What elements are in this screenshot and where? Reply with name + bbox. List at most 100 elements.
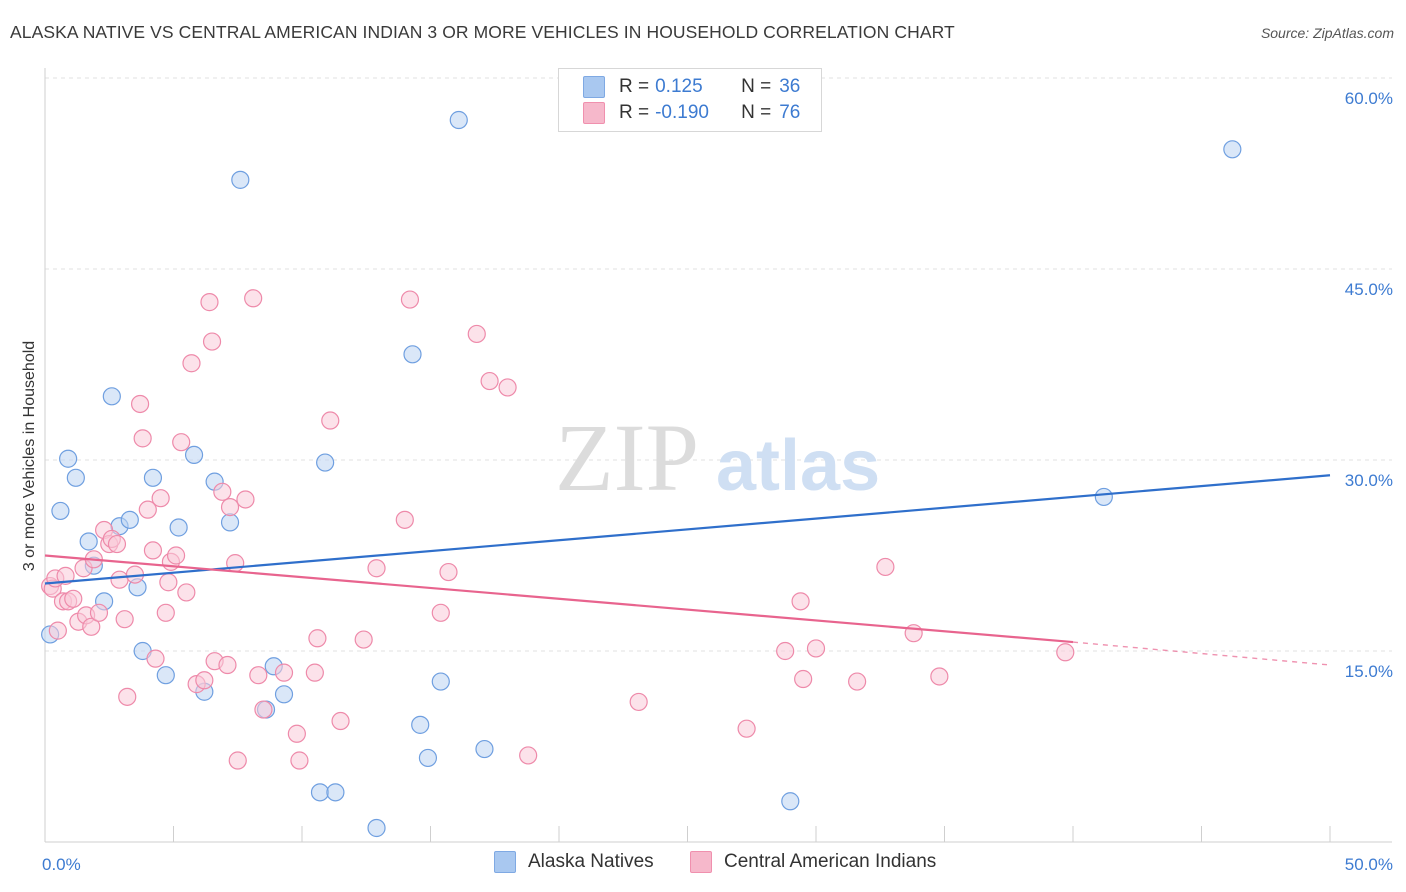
- alaska-native-point: [418, 748, 438, 768]
- central-american-point: [151, 489, 170, 508]
- legend-item-alaska[interactable]: Alaska Natives: [494, 851, 654, 873]
- alaska-native-point: [367, 818, 386, 838]
- central-american-point: [213, 482, 232, 501]
- central-american-point: [400, 290, 420, 309]
- central-american-point: [182, 354, 201, 373]
- central-american-point: [172, 433, 191, 452]
- legend-r-label: R =: [619, 76, 650, 97]
- central-american-point: [236, 490, 255, 509]
- watermark-atlas: atlas: [716, 426, 880, 506]
- central-american-point: [56, 566, 75, 585]
- central-american-trend-extension: [1072, 641, 1331, 666]
- legend-r-value: 0.125: [655, 76, 703, 97]
- legend-swatch-alaska: [583, 76, 605, 98]
- central-american-point: [143, 541, 163, 560]
- central-american-point: [48, 621, 67, 640]
- alaska-native-point: [102, 387, 121, 406]
- central-american-point: [737, 719, 756, 738]
- alaska-native-point: [326, 783, 345, 802]
- central-american-point: [287, 724, 306, 743]
- alaska-native-point: [411, 715, 430, 734]
- alaska-native-point: [1094, 487, 1113, 507]
- central-american-point: [519, 746, 538, 765]
- central-american-point: [321, 411, 340, 430]
- central-american-point: [82, 617, 101, 636]
- central-american-trend-line: [44, 554, 1074, 644]
- central-american-point: [776, 641, 795, 661]
- central-american-point: [498, 378, 517, 397]
- alaska-native-point: [220, 513, 240, 532]
- tick-labels: 15.0% 30.0% 45.0% 60.0% 0.0% 50.0%: [42, 89, 1393, 874]
- central-american-point: [290, 751, 309, 770]
- alaska-native-point: [51, 501, 70, 521]
- axes: [44, 68, 1392, 843]
- legend-n-label: N =: [741, 76, 772, 97]
- central-american-point: [156, 603, 175, 622]
- chart-title: ALASKA NATIVE VS CENTRAL AMERICAN INDIAN…: [10, 22, 955, 42]
- central-american-point: [159, 573, 178, 592]
- central-american-point: [138, 500, 157, 519]
- alaska-native-point: [143, 468, 163, 487]
- legend-label-alaska: Alaska Natives: [528, 851, 654, 872]
- y-tick-label: 30.0%: [1345, 471, 1393, 490]
- legend-r-label: R =: [619, 102, 650, 123]
- legend-n-value: 76: [779, 102, 801, 123]
- central-american-point: [254, 700, 273, 719]
- alaska-native-point: [66, 468, 85, 487]
- central-american-point: [110, 570, 129, 589]
- y-axis-label: 3 or more Vehicles in Household: [21, 341, 38, 571]
- central-american-point: [305, 663, 324, 682]
- central-american-point: [1056, 643, 1075, 662]
- central-american-point: [249, 666, 268, 685]
- alaska-native-point: [310, 783, 330, 802]
- central-american-point: [177, 583, 196, 602]
- alaska-native-point: [431, 672, 450, 691]
- central-american-point: [439, 562, 458, 582]
- x-tick-label: 0.0%: [42, 855, 81, 874]
- central-american-point: [629, 692, 648, 712]
- central-american-point: [367, 559, 386, 578]
- alaska-native-point: [184, 445, 204, 465]
- alaska-native-point: [59, 449, 78, 468]
- central-american-point: [480, 371, 499, 391]
- y-axis-label-group: 3 or more Vehicles in Household: [21, 341, 38, 571]
- x-tick-label: 50.0%: [1345, 855, 1393, 874]
- data-points: [41, 110, 1242, 838]
- alaska-native-point: [120, 510, 139, 529]
- central-american-point: [218, 655, 237, 675]
- correlation-legend: R = 0.125 N = 36 R = -0.190 N = 76: [558, 68, 822, 132]
- central-american-point: [354, 630, 373, 649]
- legend-n-label: N =: [741, 102, 772, 123]
- central-american-point: [220, 498, 240, 517]
- alaska-native-point: [316, 453, 335, 472]
- legend-swatch-alaska: [494, 851, 516, 873]
- legend-n-value: 36: [779, 76, 801, 97]
- alaska-native-point: [169, 518, 188, 537]
- legend-row-alaska: R = 0.125 N = 36: [583, 74, 800, 100]
- central-american-point: [876, 557, 895, 577]
- central-american-point: [794, 669, 813, 689]
- alaska-native-point: [403, 345, 422, 364]
- central-american-point: [308, 629, 327, 648]
- central-american-point: [244, 289, 263, 308]
- y-tick-label: 60.0%: [1345, 89, 1393, 108]
- central-american-point: [133, 429, 152, 448]
- grid-lines: [45, 77, 1392, 652]
- legend-item-central[interactable]: Central American Indians: [690, 851, 936, 873]
- central-american-point: [64, 589, 83, 608]
- legend-r-value: -0.190: [655, 102, 709, 123]
- y-tick-label: 45.0%: [1345, 280, 1393, 299]
- central-american-point: [228, 751, 247, 770]
- central-american-point: [331, 711, 350, 731]
- central-american-point: [467, 324, 486, 344]
- y-tick-label: 15.0%: [1345, 662, 1393, 681]
- central-american-point: [806, 639, 826, 658]
- central-american-point: [107, 534, 127, 554]
- alaska-native-point: [1223, 140, 1242, 159]
- central-american-point: [166, 546, 186, 565]
- central-american-point: [89, 603, 109, 622]
- central-american-point: [200, 293, 219, 312]
- watermark-zip: ZIP: [555, 404, 699, 511]
- alaska-native-point: [156, 666, 175, 685]
